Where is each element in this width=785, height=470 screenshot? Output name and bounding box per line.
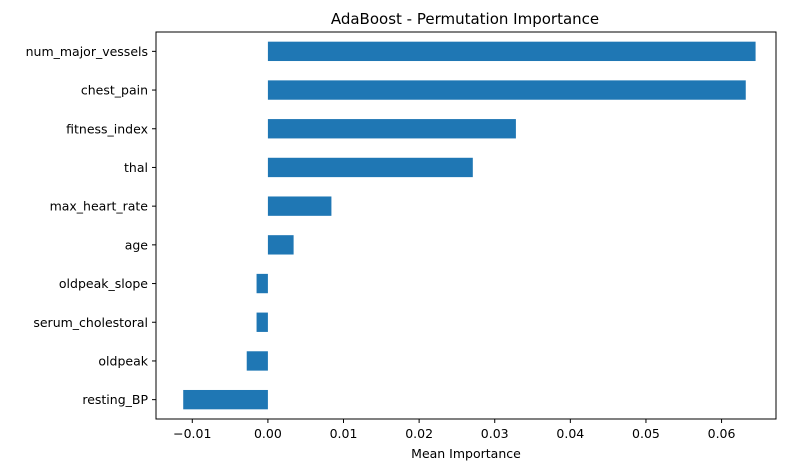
x-axis: −0.01 0.00 0.01 0.02 0.03 0.04 0.05 0.06 (173, 419, 736, 441)
bar-oldpeak_slope (256, 273, 268, 294)
y-tick-label: oldpeak (98, 353, 148, 368)
y-tick-label: oldpeak_slope (59, 276, 148, 291)
bar-serum_cholestoral (256, 312, 268, 332)
plot-area-frame (155, 31, 777, 420)
x-tick-label: 0.02 (405, 426, 433, 441)
y-tick-label: thal (124, 160, 148, 175)
x-axis-label: Mean Importance (411, 446, 521, 461)
x-tick-label: 0.05 (632, 426, 660, 441)
y-tick-label: max_heart_rate (50, 199, 149, 214)
chart-title: AdaBoost - Permutation Importance (331, 10, 599, 28)
bar-resting_BP (183, 389, 268, 410)
x-tick-label: 0.03 (481, 426, 509, 441)
bar-num_major_vessels (267, 41, 756, 62)
x-tick-label: 0.01 (330, 426, 358, 441)
bar-max_heart_rate (267, 196, 332, 216)
x-tick-label: 0.06 (708, 426, 736, 441)
y-tick-label: serum_cholestoral (33, 315, 148, 330)
y-axis: num_major_vessels chest_pain fitness_index… (26, 44, 156, 407)
y-tick-label: fitness_index (66, 121, 148, 136)
y-tick-label: resting_BP (82, 392, 148, 407)
bar-chest_pain (267, 80, 746, 100)
y-tick-label: age (125, 237, 149, 252)
y-tick-label: chest_pain (81, 83, 148, 98)
bar-age (267, 235, 294, 255)
x-tick-label: 0.00 (254, 426, 282, 441)
y-tick-label: num_major_vessels (26, 44, 148, 59)
x-tick-label: 0.04 (556, 426, 584, 441)
bar-thal (267, 157, 473, 178)
bar-oldpeak (246, 351, 268, 371)
bar-fitness_index (267, 119, 516, 139)
x-tick-label: −0.01 (173, 426, 211, 441)
bars-layer (183, 41, 756, 410)
